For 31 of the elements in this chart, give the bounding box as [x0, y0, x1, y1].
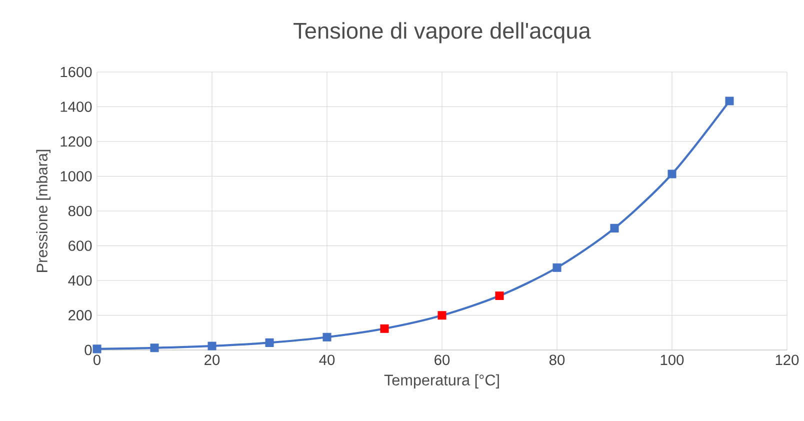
y-tick-label: 600 — [68, 240, 92, 251]
chart-title: Tensione di vapore dell'acqua — [294, 22, 591, 44]
y-tick-label: 800 — [68, 206, 92, 216]
y-tick-label: 400 — [68, 275, 92, 286]
point — [668, 170, 676, 178]
y-axis-title: Pressione [mbara] — [36, 150, 51, 272]
point — [322, 332, 332, 342]
x-tick-label: 60 — [434, 354, 450, 366]
point — [438, 311, 446, 320]
x-tick-label: 0 — [93, 354, 100, 366]
x-tick-label: 100 — [660, 354, 684, 366]
y-tick-label: 1400 — [60, 102, 92, 112]
y-tick-label: 1600 — [60, 66, 92, 78]
point — [208, 342, 216, 350]
y-tick-label: 0 — [84, 344, 92, 356]
point — [725, 96, 734, 106]
point — [265, 338, 274, 347]
y-tick-label: 1000 — [60, 171, 92, 182]
y-tick-label: 200 — [68, 310, 92, 320]
point — [495, 292, 504, 300]
x-tick-label: 120 — [776, 354, 799, 366]
point — [380, 324, 389, 333]
point — [150, 344, 159, 352]
y-tick-label: 1200 — [60, 136, 92, 147]
point — [552, 263, 562, 272]
x-axis-title: Temperatura [°C] — [384, 374, 499, 389]
point — [610, 224, 619, 232]
point — [92, 344, 102, 354]
x-tick-label: 40 — [319, 354, 335, 366]
x-tick-label: 80 — [549, 354, 565, 366]
x-tick-label: 20 — [204, 354, 220, 366]
